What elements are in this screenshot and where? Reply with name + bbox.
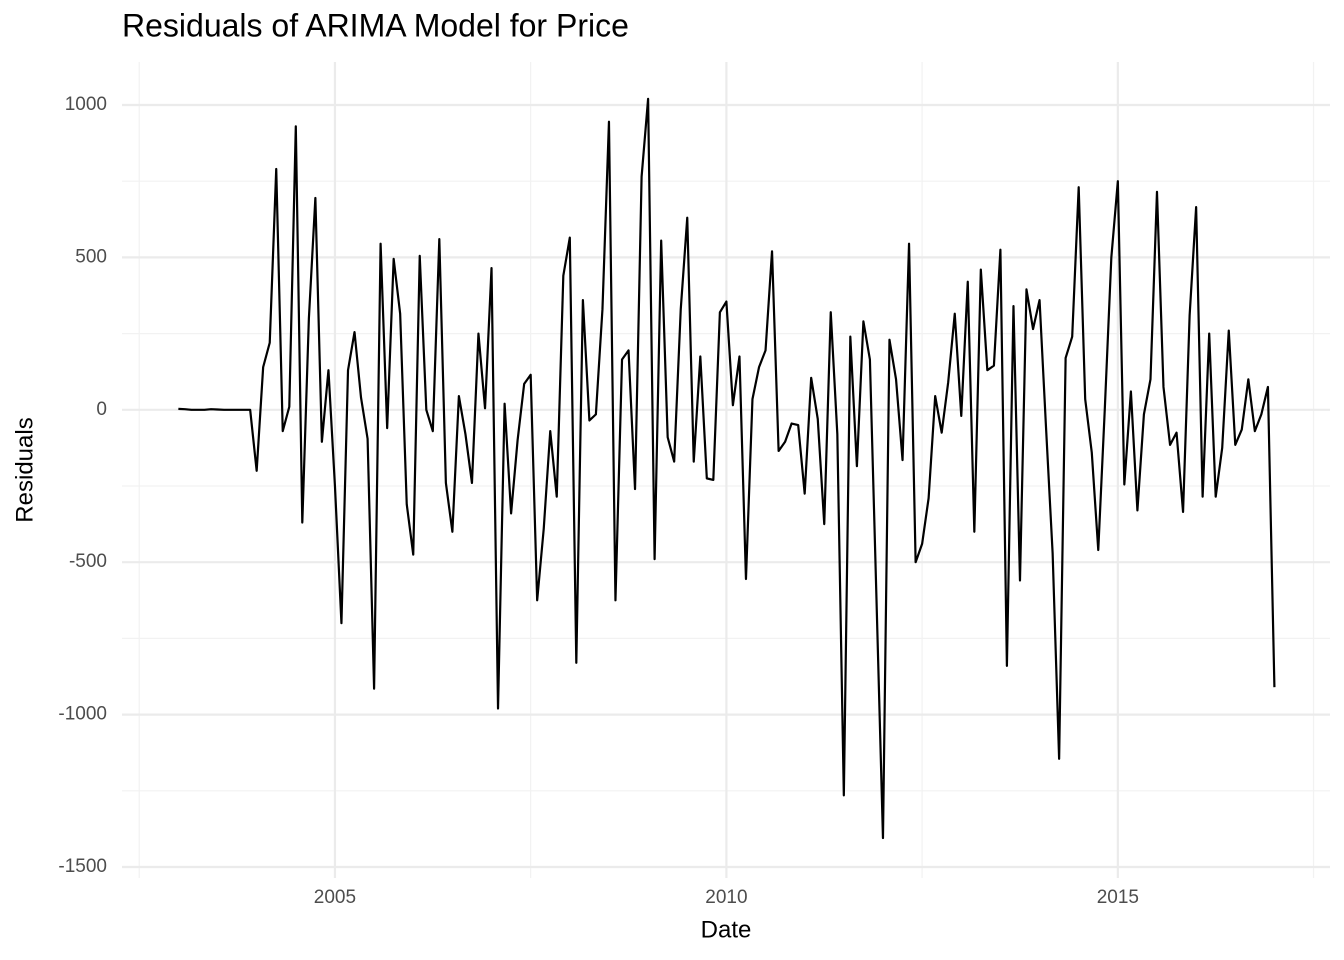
y-tick-label: -1000 [58,704,107,725]
x-tick-label: 2010 [705,887,747,908]
y-axis-title: Residuals [11,417,38,522]
data-line [178,97,1276,840]
chart-title: Residuals of ARIMA Model for Price [122,7,629,43]
y-tick-label: 500 [75,246,107,267]
x-tick-label: 2005 [314,887,356,908]
y-tick-label: -500 [69,551,107,572]
x-axis-title: Date [701,916,752,943]
plot-area [178,97,1276,840]
y-tick-label: 1000 [65,94,107,115]
y-tick-label: 0 [96,399,107,420]
x-tick-label: 2015 [1097,887,1139,908]
y-tick-label: -1500 [58,856,107,877]
